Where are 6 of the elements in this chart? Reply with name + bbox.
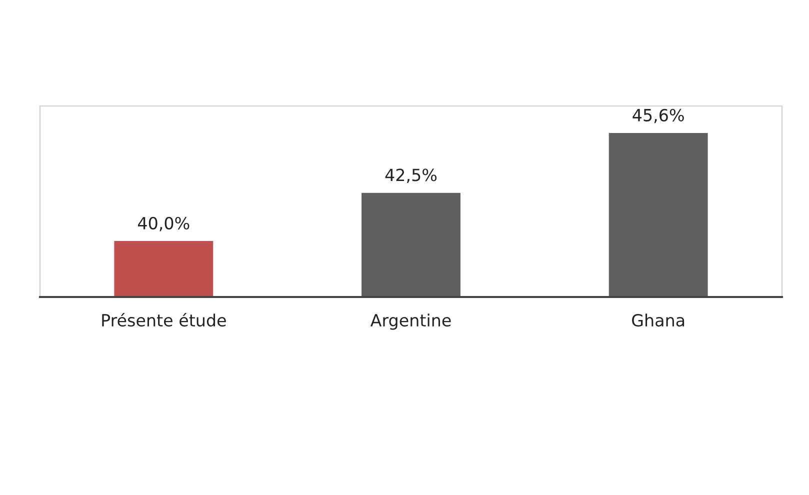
data-label: 40,0% (138, 216, 190, 232)
data-label: 42,5% (385, 168, 437, 183)
data-label: 45,6% (632, 108, 684, 124)
x-tick-label: Présente étude (102, 313, 226, 327)
x-tick-label: Argentine (370, 314, 451, 330)
x-tick-label: Ghana (632, 314, 684, 327)
